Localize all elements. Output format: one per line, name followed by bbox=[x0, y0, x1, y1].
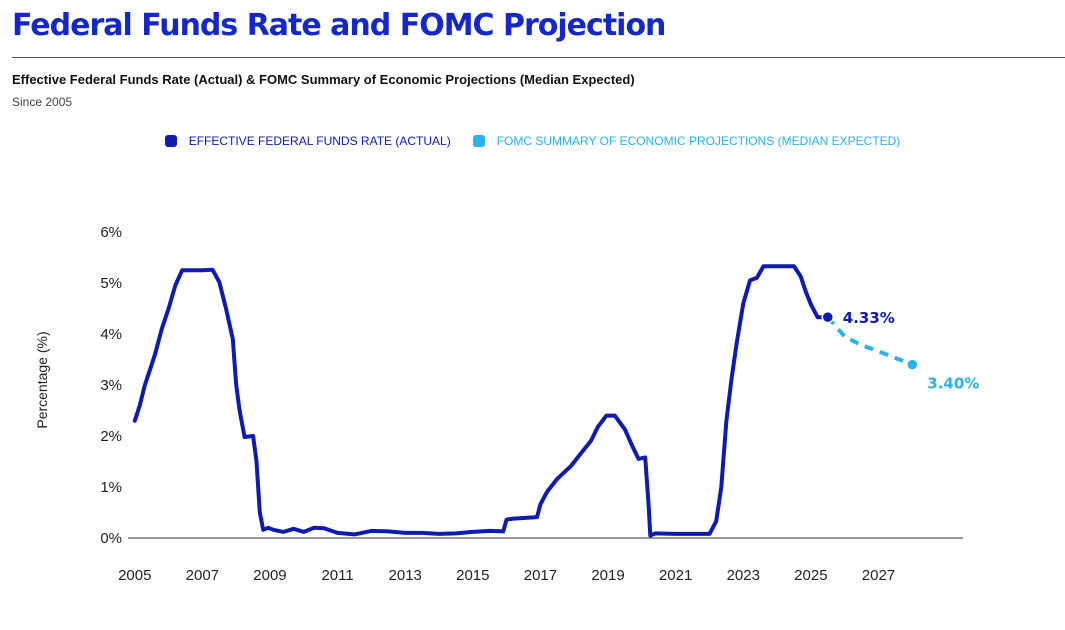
actual-series-line bbox=[132, 264, 830, 538]
x-tick-label: 2013 bbox=[389, 567, 422, 584]
y-tick-label: 6% bbox=[100, 224, 122, 241]
legend-label-actual: EFFECTIVE FEDERAL FUNDS RATE (ACTUAL) bbox=[188, 134, 451, 148]
legend-label-projection: FOMC SUMMARY OF ECONOMIC PROJECTIONS (ME… bbox=[496, 134, 901, 148]
y-tick-label: 5% bbox=[100, 275, 122, 292]
y-tick-label: 4% bbox=[100, 326, 122, 343]
legend-swatch-projection bbox=[472, 135, 485, 147]
y-tick-label: 3% bbox=[100, 377, 122, 394]
y-tick-label: 2% bbox=[100, 428, 122, 445]
y-axis-label: Percentage (%) bbox=[34, 331, 50, 428]
y-tick-label: 1% bbox=[100, 479, 122, 496]
title-divider bbox=[12, 57, 1065, 58]
page-title: Federal Funds Rate and FOMC Projection bbox=[12, 8, 666, 43]
chart-legend: EFFECTIVE FEDERAL FUNDS RATE (ACTUAL) FO… bbox=[0, 134, 1065, 148]
legend-item-projection: FOMC SUMMARY OF ECONOMIC PROJECTIONS (ME… bbox=[472, 134, 901, 148]
projection-end-label: 3.40% bbox=[927, 375, 979, 393]
y-tick-label: 0% bbox=[100, 530, 122, 547]
x-tick-label: 2015 bbox=[456, 567, 489, 584]
actual-end-label: 4.33% bbox=[843, 309, 895, 327]
x-tick-label: 2027 bbox=[862, 567, 895, 584]
x-tick-label: 2021 bbox=[659, 567, 692, 584]
actual-end-point bbox=[821, 310, 835, 324]
x-tick-label: 2017 bbox=[524, 567, 557, 584]
x-tick-label: 2011 bbox=[321, 567, 353, 584]
chart-period-note: Since 2005 bbox=[12, 95, 73, 109]
x-tick-label: 2023 bbox=[727, 567, 760, 584]
x-tick-label: 2019 bbox=[591, 567, 624, 584]
x-tick-label: 2005 bbox=[118, 567, 151, 584]
x-tick-label: 2007 bbox=[186, 567, 219, 584]
legend-swatch-actual bbox=[164, 135, 177, 147]
x-tick-label: 2025 bbox=[794, 567, 827, 584]
x-tick-label: 2009 bbox=[253, 567, 286, 584]
chart-subtitle: Effective Federal Funds Rate (Actual) & … bbox=[12, 72, 635, 87]
projection-series-line bbox=[826, 315, 914, 367]
legend-item-actual: EFFECTIVE FEDERAL FUNDS RATE (ACTUAL) bbox=[164, 134, 451, 148]
projection-end-point bbox=[906, 358, 919, 371]
